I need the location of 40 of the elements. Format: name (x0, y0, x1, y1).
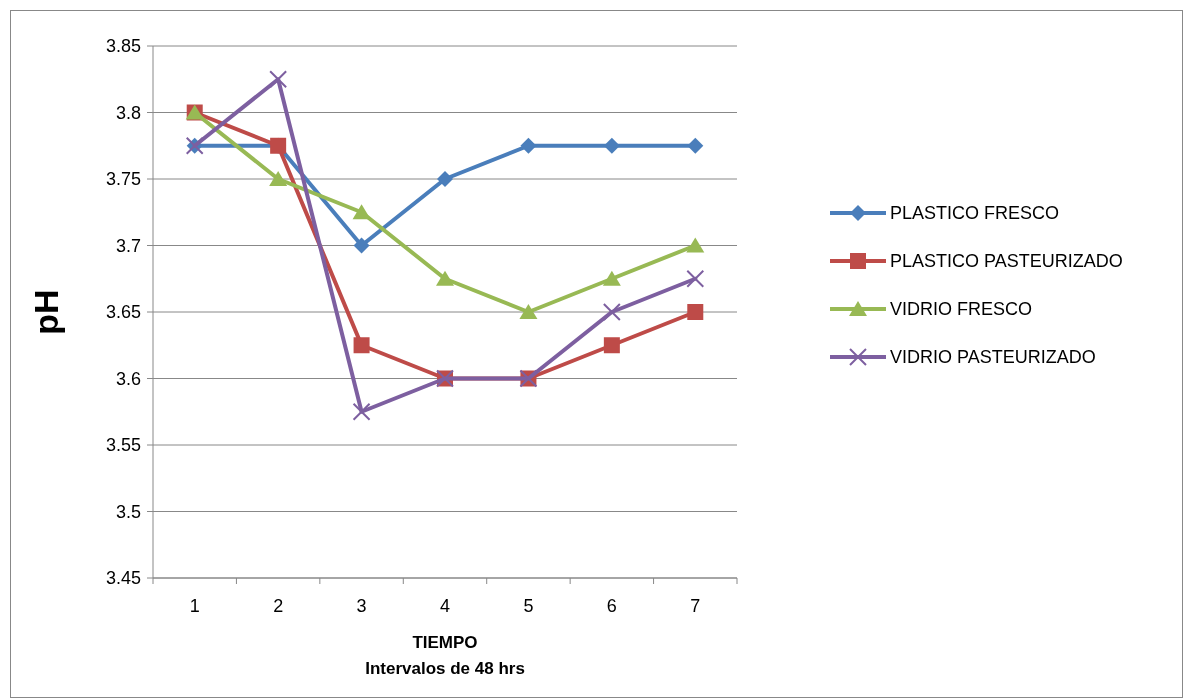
y-tick-label: 3.75 (105, 169, 141, 190)
point (687, 137, 704, 154)
legend-label: PLASTICO PASTEURIZADO (890, 251, 1123, 272)
point (602, 303, 621, 321)
x-tick-label: 7 (690, 596, 701, 616)
point (437, 171, 453, 187)
point (269, 70, 288, 89)
point (686, 269, 705, 288)
point (352, 204, 371, 220)
legend-label: PLASTICO FRESCO (890, 203, 1060, 224)
point (687, 304, 704, 320)
x-axis-title: TIEMPO Intervalos de 48 hrs (365, 633, 525, 678)
y-tick-label: 3.65 (105, 302, 141, 323)
y-tick-label: 3.6 (115, 368, 141, 389)
x-tick-label: 5 (523, 596, 534, 616)
x-tick-label: 2 (273, 596, 284, 616)
legend-label: VIDRIO FRESCO (890, 299, 1033, 320)
point (352, 402, 371, 421)
x-tick-label: 3 (356, 596, 367, 616)
y-tick-label: 3.45 (105, 568, 141, 589)
point (603, 337, 620, 354)
y-axis-title: pH (27, 289, 65, 335)
y-tick-label: 3.7 (115, 235, 141, 256)
point (603, 137, 620, 154)
x-tick-label: 1 (189, 596, 200, 616)
point (436, 270, 454, 286)
x-tick-label: 6 (606, 596, 617, 616)
y-tick-label: 3.5 (115, 501, 141, 522)
point (353, 337, 370, 354)
point (686, 237, 705, 253)
point (519, 304, 538, 319)
point (520, 137, 537, 154)
point (353, 237, 370, 254)
x-tick-label: 4 (439, 596, 451, 616)
y-tick-label: 3.85 (105, 36, 141, 57)
y-tick-label: 3.55 (105, 435, 141, 456)
point (602, 270, 621, 286)
y-tick-label: 3.8 (115, 102, 141, 123)
point (269, 171, 288, 186)
legend-label: VIDRIO PASTEURIZADO (890, 347, 1096, 368)
